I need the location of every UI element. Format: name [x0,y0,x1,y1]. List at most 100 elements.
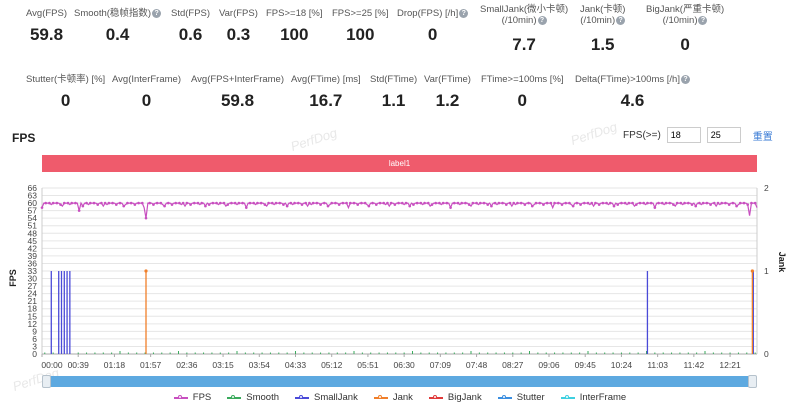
legend-item-fps[interactable]: FPS [173,392,212,403]
help-icon[interactable]: ? [152,8,162,18]
fps-point [322,201,326,205]
fps-point [456,201,460,205]
fps-point [616,203,620,206]
fps-point [452,201,456,205]
y-tick-label-left: 51 [28,221,38,231]
fps-point [378,201,382,205]
legend-dot-icon [432,394,437,399]
fps-point [233,201,237,205]
help-icon[interactable]: ? [537,15,547,25]
legend-swatch [227,394,242,399]
reset-button[interactable]: 重置 [752,131,773,143]
fps-point [430,203,434,206]
legend-item-stutter[interactable]: Stutter [497,392,545,403]
scrollbar-right-handle[interactable] [748,375,757,388]
legend-item-interframe[interactable]: InterFrame [560,392,626,403]
fps-point [137,201,140,205]
fps-point [582,201,586,205]
legend-label: Smooth [246,392,280,403]
legend-label: FPS [192,392,212,403]
fps-point [66,201,70,205]
fps-point [48,201,51,205]
fps-point [746,203,750,206]
fps-point [553,201,556,205]
y-tick-label-left: 24 [28,289,38,299]
time-scrollbar[interactable] [42,375,757,388]
fps-point [393,203,397,206]
legend-item-bigjank[interactable]: BigJank [428,392,482,403]
metric-label: Jank(卡顿) [580,4,626,15]
fps-threshold-label: FPS(>=) [623,129,661,141]
fps-point [348,201,352,205]
fps-point [434,201,438,205]
fps-point [579,203,582,206]
fps-threshold-high-input[interactable] [706,127,741,143]
y-tick-label-left: 60 [28,198,38,208]
legend-swatch [173,394,188,399]
metric-value: 1.5 [590,35,615,54]
fps-point [278,201,282,205]
fps-point [504,203,508,206]
metric-label: Avg(FPS) [26,8,68,19]
label-bar[interactable]: label1 [42,155,757,172]
x-tick-label: 03:15 [212,360,234,370]
scrollbar-left-handle[interactable] [42,375,51,388]
fps-point [712,201,716,205]
fps-point [508,201,512,205]
fps-point [493,201,497,205]
y-tick-label-left: 63 [28,191,38,201]
fps-point [545,201,549,205]
x-tick-label: 06:30 [394,360,416,370]
metric-label: Stutter(卡顿率) [%] [26,74,106,85]
legend-swatch [560,394,575,399]
fps-point [530,204,534,208]
metric-value: 4.6 [620,91,645,110]
fps-point [126,201,129,205]
fps-point [720,201,724,205]
fps-point [163,204,166,208]
legend-item-jank[interactable]: Jank [373,392,413,403]
metric-smooth: Smooth(稳帧指数)? 0.4 [74,8,162,45]
legend-item-smooth[interactable]: Smooth [227,392,279,403]
x-tick-label: 03:54 [249,360,271,370]
fps-point [590,201,594,205]
fps-point [140,201,144,205]
legend-item-smalljank[interactable]: SmallJank [295,392,358,403]
fps-threshold-low-input[interactable] [666,127,701,143]
fps-point [731,201,735,205]
metric-value: 1.2 [435,91,460,110]
y-tick-label-left: 39 [28,251,38,261]
fps-point [738,201,742,205]
fps-point [642,201,646,205]
fps-threshold-control: FPS(>=) 重置 [623,127,773,143]
fps-point [55,201,59,205]
y-tick-label-left: 57 [28,206,38,216]
help-icon[interactable]: ? [616,15,626,25]
help-icon[interactable]: ? [698,15,708,25]
metric-smalljank: SmallJank(微小卡顿) (/10min)? 7.7 [480,4,568,55]
fps-point [386,201,389,205]
fps-point [296,201,300,205]
y-tick-label-left: 36 [28,258,38,268]
y-tick-label-left: 54 [28,213,38,223]
metric-bigjank: BigJank(严重卡顿) (/10min)? 0 [646,4,724,55]
fps-point [226,203,230,206]
fps-point [181,201,185,205]
scrollbar-range[interactable] [42,376,757,387]
fps-point [70,201,74,205]
fps-point [597,203,601,206]
metric-std: Std(FTime) 1.1 [370,74,417,111]
metric-label: Smooth(稳帧指数)? [74,8,162,19]
fps-point [207,203,211,206]
help-icon[interactable]: ? [680,74,690,84]
fps-point [404,201,408,205]
y-tick-label-left: 6 [32,334,37,344]
metric-fps-18-: FPS>=18 [%] 100 [266,8,323,45]
fps-point [363,201,367,205]
fps-point [100,201,103,205]
fps-point [575,201,579,205]
help-icon[interactable]: ? [459,8,469,18]
fps-point [471,201,475,205]
fps-point [449,206,452,209]
fps-point [727,203,731,206]
